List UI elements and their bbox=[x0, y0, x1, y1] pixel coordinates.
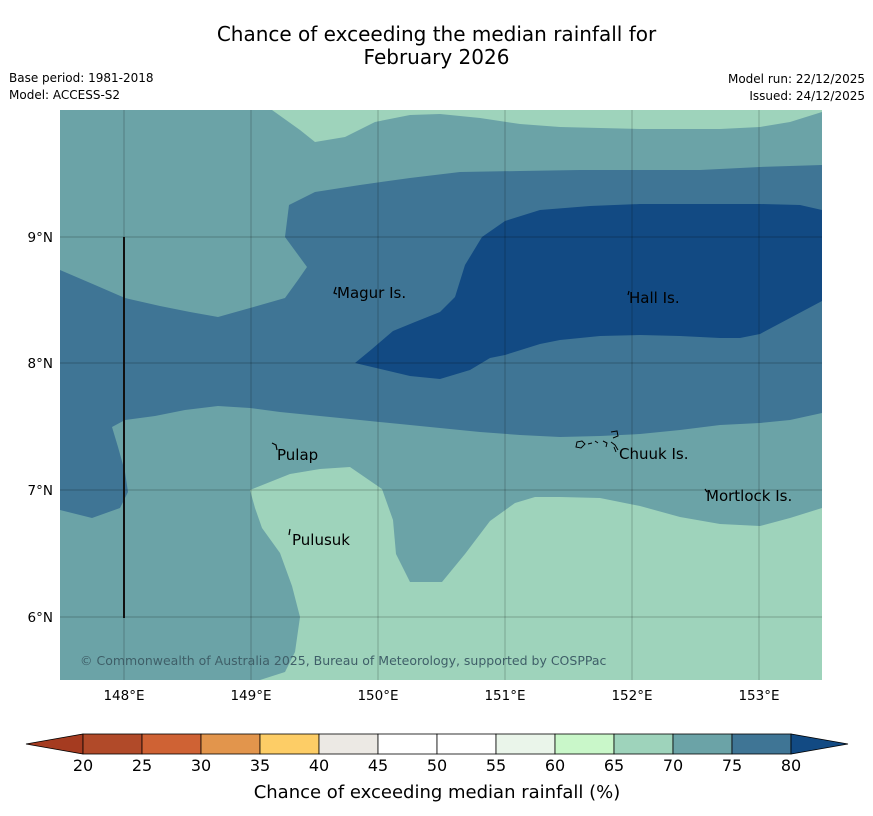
place-label-pulap: Pulap bbox=[277, 446, 318, 464]
colorbar-tick-20: 20 bbox=[73, 756, 93, 775]
x-axis-labels: 148°E 149°E 150°E 151°E 152°E 153°E bbox=[103, 688, 779, 704]
colorbar-tick-35: 35 bbox=[250, 756, 270, 775]
colorbar-tick-65: 65 bbox=[604, 756, 624, 775]
region-80-plus-core bbox=[355, 204, 822, 379]
colorbar-tick-45: 45 bbox=[368, 756, 388, 775]
place-label-pulusuk: Pulusuk bbox=[292, 531, 350, 549]
colorbar-tick-55: 55 bbox=[486, 756, 506, 775]
colorbar-tick-70: 70 bbox=[663, 756, 683, 775]
y-tick-7n: 7°N bbox=[28, 483, 53, 499]
colorbar-segment-70-75 bbox=[672, 733, 733, 755]
colorbar-segment-60-65 bbox=[554, 733, 615, 755]
colorbar-segment-45-50 bbox=[377, 733, 438, 755]
model-text: Model: ACCESS-S2 bbox=[9, 88, 121, 102]
colorbar: 20 25 30 35 40 45 50 55 60 65 70 75 80 Chance of exc… bbox=[25, 733, 849, 803]
title-line-2: February 2026 bbox=[363, 45, 510, 69]
x-tick-149e: 149°E bbox=[230, 688, 271, 704]
x-tick-151e: 151°E bbox=[484, 688, 525, 704]
x-tick-152e: 152°E bbox=[611, 688, 652, 704]
x-tick-150e: 150°E bbox=[357, 688, 398, 704]
colorbar-segment-25-30 bbox=[141, 733, 202, 755]
colorbar-tick-50: 50 bbox=[427, 756, 447, 775]
region-65-70-south bbox=[250, 467, 822, 680]
colorbar-tick-40: 40 bbox=[309, 756, 329, 775]
region-65-70-north bbox=[272, 110, 822, 142]
title-line-1: Chance of exceeding the median rainfall … bbox=[216, 22, 657, 46]
colorbar-tick-30: 30 bbox=[191, 756, 211, 775]
colorbar-ticks: 20 25 30 35 40 45 50 55 60 65 70 75 80 bbox=[73, 756, 801, 775]
colorbar-segment-55-60 bbox=[495, 733, 556, 755]
pulusuk-island-shape bbox=[288, 528, 291, 536]
chuuk-island-shape bbox=[575, 430, 619, 453]
place-label-hall: Hall Is. bbox=[629, 289, 680, 307]
colorbar-tick-80: 80 bbox=[781, 756, 801, 775]
place-labels: Magur Is. Hall Is. Pulap Chuuk Is. Mortl… bbox=[277, 284, 792, 549]
model-run-text: Model run: 22/12/2025 bbox=[727, 72, 865, 86]
y-axis-labels: 9°N 8°N 7°N 6°N bbox=[28, 230, 53, 626]
colorbar-tick-25: 25 bbox=[132, 756, 152, 775]
colorbar-segment-65-70 bbox=[613, 733, 674, 755]
x-tick-148e: 148°E bbox=[103, 688, 144, 704]
mortlock-island-shape bbox=[704, 488, 708, 493]
y-tick-6n: 6°N bbox=[28, 610, 53, 626]
colorbar-label: Chance of exceeding median rainfall (%) bbox=[254, 782, 621, 803]
colorbar-extend-high bbox=[790, 733, 849, 755]
hall-island-shape bbox=[627, 290, 630, 296]
colorbar-segment-50-55 bbox=[436, 733, 497, 755]
probability-field: Magur Is. Hall Is. Pulap Chuuk Is. Mortl… bbox=[60, 110, 822, 680]
place-label-magur: Magur Is. bbox=[337, 284, 406, 302]
issued-text: Issued: 24/12/2025 bbox=[749, 89, 865, 103]
y-tick-8n: 8°N bbox=[28, 356, 53, 372]
colorbar-segment-20-25 bbox=[82, 733, 143, 755]
colorbar-segment-40-45 bbox=[318, 733, 379, 755]
colorbar-segment-75-80 bbox=[731, 733, 792, 755]
colorbar-tick-75: 75 bbox=[722, 756, 742, 775]
pulap-island-shape bbox=[271, 442, 278, 451]
colorbar-segments bbox=[25, 733, 849, 755]
x-tick-153e: 153°E bbox=[738, 688, 779, 704]
y-tick-9n: 9°N bbox=[28, 230, 53, 246]
colorbar-segment-35-40 bbox=[259, 733, 320, 755]
colorbar-tick-60: 60 bbox=[545, 756, 565, 775]
place-label-mortlock: Mortlock Is. bbox=[706, 487, 792, 505]
magur-island-shape bbox=[333, 286, 338, 295]
place-label-chuuk: Chuuk Is. bbox=[619, 445, 688, 463]
copyright-text: © Commonwealth of Australia 2025, Bureau… bbox=[80, 653, 606, 668]
colorbar-segment-30-35 bbox=[200, 733, 261, 755]
base-period-text: Base period: 1981-2018 bbox=[9, 71, 154, 85]
island-markers bbox=[271, 286, 708, 536]
colorbar-extend-low bbox=[25, 733, 84, 755]
